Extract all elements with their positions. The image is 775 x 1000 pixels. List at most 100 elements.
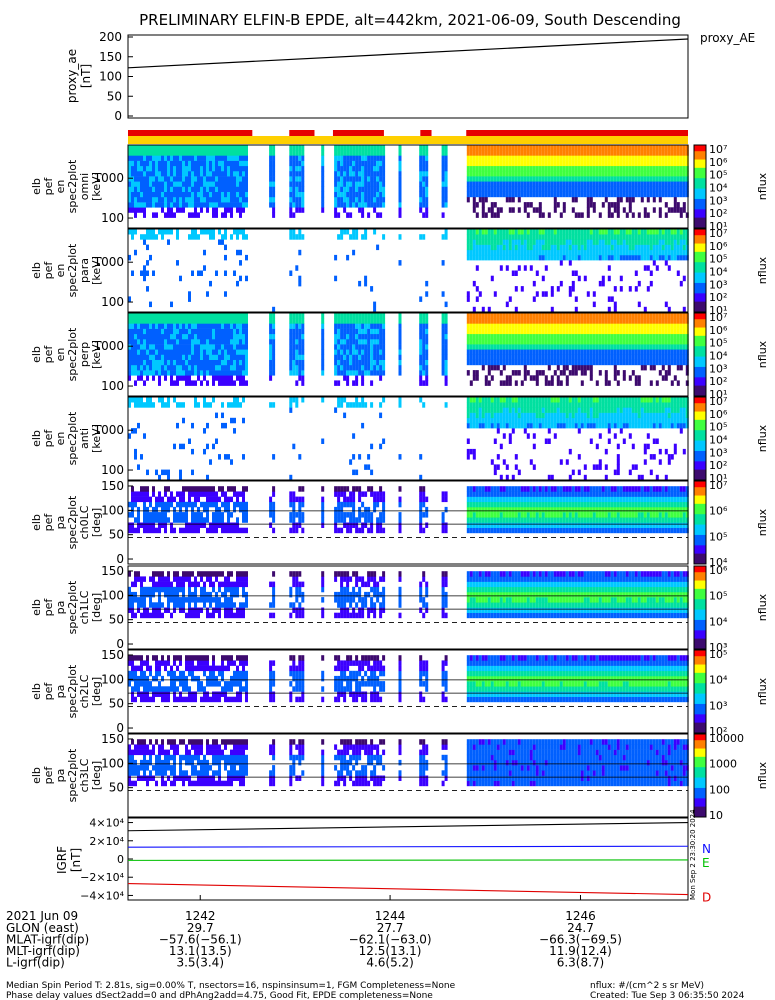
spectrogram-cell [298, 323, 302, 329]
spectrogram-cell [655, 181, 659, 187]
spectrogram-cell [499, 150, 503, 156]
spectrogram-cell [583, 239, 587, 245]
spectrogram-cell [194, 318, 197, 324]
spectrogram-cell [337, 397, 341, 403]
spectrogram-cell [583, 186, 587, 192]
spectrogram-cell [487, 186, 491, 192]
spectrogram-cell [422, 313, 426, 319]
spectrogram-cell [419, 207, 423, 213]
spectrogram-cell [146, 150, 149, 156]
spectrogram-cell [422, 150, 426, 156]
spectrogram-cell [227, 354, 230, 360]
spectrogram-cell [667, 181, 671, 187]
spectrogram-cell [355, 229, 359, 235]
spectrogram-cell [176, 349, 179, 355]
spectrogram-cell [164, 359, 167, 366]
spectrogram-cell [523, 397, 527, 403]
spectrogram-cell [209, 313, 212, 319]
spectrogram-cell [499, 176, 503, 182]
spectrogram-cell [134, 186, 137, 192]
spin-bar-segment [332, 130, 384, 136]
spectrogram-cell [547, 380, 551, 386]
spectrogram-cell [242, 186, 245, 192]
spectrogram-cell [580, 186, 584, 192]
spectrogram-cell [610, 359, 614, 366]
spectrogram-cell [218, 380, 221, 386]
spectrogram-cell [673, 354, 677, 360]
spectrogram-cell [128, 364, 131, 371]
spectrogram-cell [508, 407, 512, 413]
spectrogram-cell [352, 402, 356, 408]
spectrogram-cell [637, 181, 641, 187]
spectrogram-cell [538, 323, 542, 329]
spectrogram-cell [239, 338, 242, 345]
spectrogram-cell [140, 160, 143, 167]
spectrogram-cell [493, 155, 497, 161]
spectrogram-cell [517, 191, 521, 198]
spectrogram-cell [499, 155, 503, 161]
spectrogram-cell [661, 150, 665, 156]
spectrogram-cell [466, 359, 470, 366]
spectrogram-cell [197, 328, 200, 335]
spectrogram-cell [508, 191, 512, 198]
spectrogram-cell [379, 176, 383, 182]
spectrogram-cell [441, 176, 445, 182]
spectrogram-cell [230, 165, 233, 172]
spectrogram-cell [215, 202, 218, 208]
spectrogram-cell [496, 176, 500, 182]
spectrogram-cell [685, 244, 689, 251]
spectrogram-cell [532, 313, 536, 319]
spectrogram-cell [505, 196, 509, 203]
spectrogram-cell [631, 344, 635, 350]
spectrogram-cell [649, 249, 653, 256]
spectrogram-cell [487, 323, 491, 329]
spectrogram-cell [179, 313, 182, 319]
spectrogram-cell [637, 249, 641, 256]
spectrogram-cell [167, 349, 170, 355]
spectrogram-cell [441, 344, 445, 350]
spectrogram-cell [562, 165, 566, 172]
spectrogram-cell [379, 202, 383, 208]
spectrogram-cell [200, 196, 203, 203]
spectrogram-cell [221, 370, 224, 376]
spectrogram-cell [568, 328, 572, 335]
spectrogram-cell [538, 349, 542, 355]
spectrogram-cell [340, 333, 344, 340]
spectrogram-cell [221, 181, 224, 187]
spectrogram-cell [667, 333, 671, 340]
spectrogram-cell [295, 145, 299, 151]
spectrogram-cell [535, 349, 539, 355]
spectrogram-cell [152, 328, 155, 335]
spectrogram-cell [146, 229, 149, 235]
spectrogram-cell [580, 412, 584, 419]
spectrogram-cell [200, 318, 203, 324]
spectrogram-cell [361, 338, 365, 345]
spectrogram-cell [472, 249, 476, 256]
spectrogram-cell [361, 349, 365, 355]
spectrogram-cell [272, 212, 276, 218]
spectrogram-cell [182, 328, 185, 335]
spectrogram-cell [245, 344, 248, 350]
spectrogram-cell [601, 407, 605, 413]
spectrogram-cell [152, 344, 155, 350]
spectrogram-cell [637, 145, 641, 151]
spectrogram-cell [610, 176, 614, 182]
spectrogram-cell [586, 328, 590, 335]
spectrogram-cell [230, 176, 233, 182]
spectrogram-cell [422, 318, 426, 324]
spectrogram-cell [176, 354, 179, 360]
spectrogram-cell [441, 354, 445, 360]
spectrogram-cell [664, 333, 668, 340]
spectrogram-cell [239, 344, 242, 350]
spectrogram-cell [155, 234, 158, 240]
spectrogram-cell [532, 254, 536, 261]
spectrogram-cell [565, 412, 569, 419]
spectrogram-cell [640, 349, 644, 355]
spectrogram-cell [601, 313, 605, 319]
spectrogram-cell [619, 359, 623, 366]
spectrogram-cell [289, 397, 293, 403]
spectrogram-cell [152, 202, 155, 208]
spectrogram-cell [535, 291, 539, 297]
spectrogram-cell [658, 338, 662, 345]
spectrogram-cell [367, 338, 371, 345]
